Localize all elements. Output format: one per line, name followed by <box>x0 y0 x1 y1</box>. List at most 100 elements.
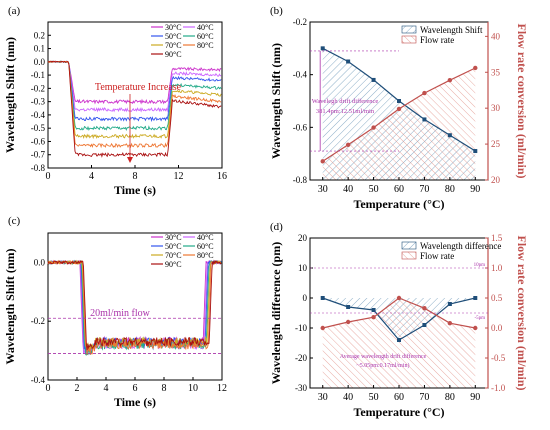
panel-d-ytick-right-label: 1.0 <box>491 263 503 273</box>
panel-c-series-line <box>47 259 222 351</box>
panel-a-series-line <box>47 60 222 158</box>
panel-d-series-1-marker <box>397 338 401 342</box>
panel-b-series-2-marker <box>320 159 325 164</box>
panel-b-series-2-marker <box>396 106 402 112</box>
panel-b-series-1-marker <box>447 133 452 138</box>
panel-a-ytick-label: -0.8 <box>31 163 46 173</box>
panel-b-xtick-label: 40 <box>343 184 353 195</box>
panel-c-annotation: 20ml/min flow <box>90 308 151 319</box>
panel-a-ytick-label: -0.6 <box>31 136 46 146</box>
panel-c-legend-label: 90°C <box>165 260 182 269</box>
panel-b-xlabel: Temperature (°C) <box>353 197 444 211</box>
panel-b-ytick-right-label: 25 <box>491 139 501 149</box>
panel-c-xtick-label: 0 <box>46 383 51 394</box>
panel-a-legend-label: 70°C <box>165 41 182 50</box>
panel-a-legend-label: 50°C <box>165 32 182 41</box>
panel-c-xlabel: Time (s) <box>114 395 156 409</box>
panel-b-series-1-marker <box>320 46 325 51</box>
panel-a-ytick-label: 0.1 <box>34 44 45 54</box>
panel-d-ytick-right-label: -0.5 <box>491 353 506 363</box>
panel-c-xtick-label: 12 <box>217 383 227 394</box>
panel-b-ytick-right-label: 35 <box>491 67 501 77</box>
panel-d-ytick-left-label: 0 <box>303 293 308 303</box>
panel-d-xtick-label: 30 <box>318 392 328 403</box>
panel-c-legend-label: 30°C <box>165 233 182 242</box>
panel-c-legend-label: 60°C <box>197 242 214 251</box>
panel-d-xlabel: Temperature (°C) <box>353 405 444 419</box>
panel-d-ylabel-left: Wavelength difference (pm) <box>269 242 283 384</box>
panel-a-xtick-label: 8 <box>133 171 138 182</box>
panel-a-ytick-label: 0.0 <box>34 57 46 67</box>
panel-a-series-line <box>47 60 222 105</box>
panel-b-xtick-label: 30 <box>318 184 328 195</box>
panel-a-series-line <box>47 60 222 131</box>
panel-a-ytick-label: 0.2 <box>34 30 45 40</box>
panel-b-annotation-line-1: Wavelegh drift difference <box>312 98 379 105</box>
panel-d-ylabel-right: Flow rate conversion (ml/min) <box>515 236 529 391</box>
panel-c-xtick-label: 8 <box>162 383 167 394</box>
panel-b-label: (b) <box>270 5 283 17</box>
panel-d-ytick-right-label: -1.0 <box>491 383 506 393</box>
panel-b-ylabel-right: Flow rate conversion (ml/min) <box>515 24 529 179</box>
panel-b-series-1-marker <box>422 117 427 122</box>
panel-a-arrowhead <box>127 157 133 163</box>
panel-c-ytick-label: 0.0 <box>34 257 46 267</box>
panel-d-legend-swatch-2 <box>401 251 417 260</box>
panel-d-series-2-marker <box>422 306 427 311</box>
panel-d-xtick-label: 50 <box>369 392 379 403</box>
panel-d-series-1-marker <box>422 323 427 327</box>
panel-b-xtick-label: 60 <box>394 184 404 195</box>
panel-b-series-2-marker <box>473 65 478 71</box>
panel-d-ytick-right-label: 1.5 <box>491 233 503 243</box>
panel-a-series-line <box>47 60 222 123</box>
panel-d-series-1-marker <box>371 308 376 312</box>
panel-c-xtick-label: 2 <box>75 383 80 394</box>
panel-d-xtick-label: 70 <box>419 392 429 403</box>
panel-b-xtick-label: 90 <box>470 184 480 195</box>
panel-b-ytick-left-label: -0.6 <box>293 122 308 132</box>
panel-b-series-2-marker <box>447 77 453 83</box>
panel-a-series-line <box>47 60 222 140</box>
panel-b-series-1-marker <box>371 77 376 82</box>
panel-a-legend-label: 60°C <box>197 32 214 41</box>
panel-b-series-2-marker <box>371 125 376 130</box>
panel-b-annotation-line-2: 381.4pm:12.51ml/min <box>316 108 375 115</box>
panel-d-series-2-area <box>322 298 476 388</box>
panel-d-legend-label-2: Flow rate <box>420 251 454 261</box>
panel-d-ytick-left-label: 20 <box>298 233 308 243</box>
panel-b-xtick-label: 70 <box>419 184 429 195</box>
panel-a-ylabel: Wavelength Shift (nm) <box>3 37 17 153</box>
panel-d-series-2-marker <box>345 319 351 325</box>
panel-d-series-2-marker <box>396 295 402 301</box>
panel-b-legend-swatch-2 <box>401 35 417 44</box>
panel-a-xtick-label: 4 <box>89 171 94 182</box>
panel-d-ref-label: 10pm <box>474 263 486 268</box>
panel-b-xtick-label: 80 <box>445 184 455 195</box>
panel-a-ytick-label: -0.5 <box>31 123 46 133</box>
panel-d-annotation-line-1: Average wavelength drift difference <box>340 353 427 360</box>
panel-d-series-2-marker <box>371 315 376 320</box>
panel-d-legend-swatch-1 <box>401 241 417 250</box>
panel-b-xtick-label: 50 <box>369 184 379 195</box>
panel-b-series-1-marker <box>473 149 478 154</box>
panel-d-ytick-right-label: 0.5 <box>491 293 503 303</box>
panel-d-xtick-label: 40 <box>343 392 353 403</box>
panel-c-legend-label: 70°C <box>165 251 182 260</box>
panel-c-label: (c) <box>8 215 21 227</box>
panel-b-series-2-marker <box>345 142 351 148</box>
panel-c-ylabel: Wavelength Shift (nm) <box>3 248 17 364</box>
panel-d-ref-label: -5pm <box>474 316 485 321</box>
panel-a-legend-label: 30°C <box>165 23 182 32</box>
panel-d-ytick-left-label: -30 <box>295 383 307 393</box>
panel-a-xtick-label: 0 <box>46 171 51 182</box>
panel-c-xtick-label: 10 <box>188 383 198 394</box>
panel-b-series-2-marker <box>422 90 427 96</box>
panel-a-annotation: Temperature Increase <box>95 82 182 93</box>
panel-b-legend-swatch-1 <box>401 25 417 34</box>
panel-d-series-2-marker <box>473 325 478 331</box>
panel-d-xtick-label: 60 <box>394 392 404 403</box>
panel-c-ytick-label: -0.2 <box>31 316 45 326</box>
panel-d-ytick-left-label: 10 <box>298 263 308 273</box>
panel-d-series-1-marker <box>447 302 452 306</box>
